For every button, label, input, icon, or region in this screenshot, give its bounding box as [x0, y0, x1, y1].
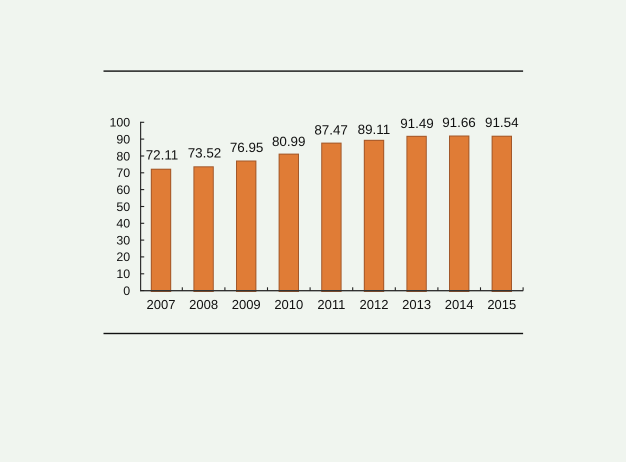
- svg-text:2015: 2015: [487, 297, 516, 312]
- svg-text:50: 50: [116, 200, 130, 214]
- svg-text:2014: 2014: [445, 297, 474, 312]
- svg-text:2010: 2010: [274, 297, 303, 312]
- svg-text:20: 20: [116, 250, 130, 264]
- svg-text:76.95: 76.95: [230, 140, 264, 155]
- svg-text:10: 10: [116, 267, 130, 281]
- svg-text:90: 90: [116, 132, 130, 146]
- svg-text:73.52: 73.52: [188, 146, 222, 161]
- svg-text:91.66: 91.66: [442, 115, 476, 130]
- svg-text:89.11: 89.11: [358, 122, 391, 137]
- svg-text:0: 0: [123, 284, 130, 298]
- svg-text:91.49: 91.49: [400, 116, 434, 131]
- svg-text:80: 80: [116, 149, 130, 163]
- svg-text:91.54: 91.54: [485, 115, 519, 130]
- svg-text:40: 40: [116, 217, 130, 231]
- svg-text:60: 60: [116, 183, 130, 197]
- svg-text:87.47: 87.47: [314, 123, 348, 138]
- svg-text:100: 100: [110, 116, 131, 130]
- svg-text:2013: 2013: [402, 297, 431, 312]
- svg-text:72.11: 72.11: [146, 148, 179, 163]
- svg-text:2009: 2009: [232, 297, 261, 312]
- svg-text:70: 70: [116, 166, 130, 180]
- svg-text:2011: 2011: [317, 297, 345, 312]
- svg-text:2007: 2007: [147, 297, 176, 312]
- svg-text:2008: 2008: [189, 297, 218, 312]
- svg-text:80.99: 80.99: [272, 134, 306, 149]
- svg-text:30: 30: [116, 233, 130, 247]
- svg-text:2012: 2012: [360, 297, 389, 312]
